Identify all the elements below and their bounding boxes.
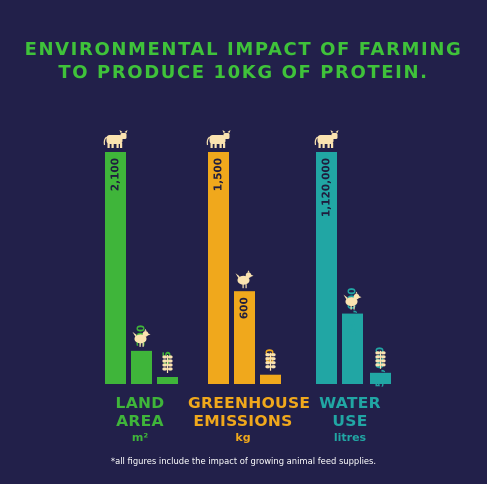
bar-water-chicken — [342, 313, 363, 384]
group-label-line: LAND — [115, 394, 165, 412]
cow-icon — [206, 130, 231, 148]
chicken-icon — [343, 291, 362, 310]
cow-icon — [314, 130, 339, 148]
value-label-greenhouse-cow: 1,500 — [213, 158, 225, 191]
title-line-1: ENVIRONMENTAL IMPACT OF FARMING — [24, 39, 463, 60]
group-label-line: WATER — [319, 394, 381, 412]
group-unit-water: litres — [333, 431, 367, 444]
value-label-greenhouse-chicken: 600 — [239, 297, 251, 319]
group-label-line: USE — [332, 412, 368, 430]
bar-greenhouse-grain — [260, 374, 281, 384]
value-label-land-cow: 2,100 — [110, 158, 122, 191]
group-label-water: WATER USE litres — [300, 394, 400, 446]
group-unit-greenhouse: kg — [235, 431, 251, 444]
title-line-2: TO PRODUCE 10KG OF PROTEIN. — [58, 62, 429, 83]
bar-land-cow — [105, 152, 126, 384]
chicken-icon — [235, 270, 254, 289]
bar-water-cow — [316, 152, 337, 384]
value-label-water-cow: 1,120,000 — [321, 158, 333, 217]
group-label-line: AREA — [116, 412, 164, 430]
bar-land-chicken — [131, 350, 152, 384]
group-unit-land: m² — [131, 431, 149, 444]
grain-icon — [375, 350, 386, 369]
bar-greenhouse-cow — [208, 152, 229, 384]
group-label-land: LAND AREA m² — [90, 394, 190, 446]
chicken-icon — [132, 328, 151, 347]
bar-water-grain — [370, 372, 391, 384]
bar-land-grain — [157, 377, 178, 384]
grain-icon — [162, 355, 173, 373]
cow-icon — [103, 130, 128, 148]
group-label-greenhouse: GREENHOUSE EMISSIONS kg — [188, 394, 311, 446]
group-label-line: GREENHOUSE — [188, 394, 311, 412]
grain-icon — [265, 352, 276, 371]
chart-title: ENVIRONMENTAL IMPACT OF FARMING TO PRODU… — [0, 38, 487, 84]
footnote: *all figures include the impact of growi… — [110, 456, 377, 466]
bar-greenhouse-chicken — [234, 291, 255, 384]
group-label-line: EMISSIONS — [193, 412, 293, 430]
